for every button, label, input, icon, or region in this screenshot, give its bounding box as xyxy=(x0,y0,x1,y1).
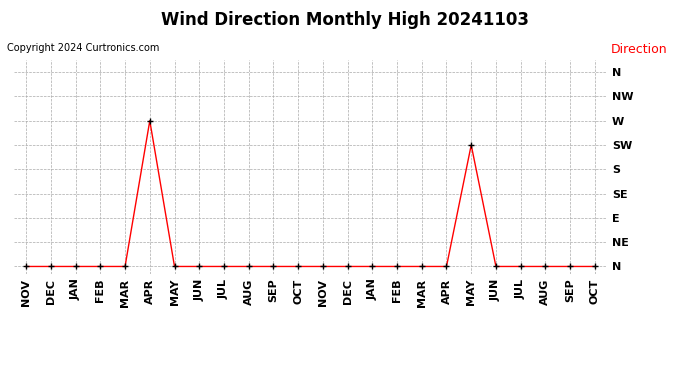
Text: Wind Direction Monthly High 20241103: Wind Direction Monthly High 20241103 xyxy=(161,11,529,29)
Text: Copyright 2024 Curtronics.com: Copyright 2024 Curtronics.com xyxy=(7,43,159,53)
Text: Direction: Direction xyxy=(611,43,667,56)
